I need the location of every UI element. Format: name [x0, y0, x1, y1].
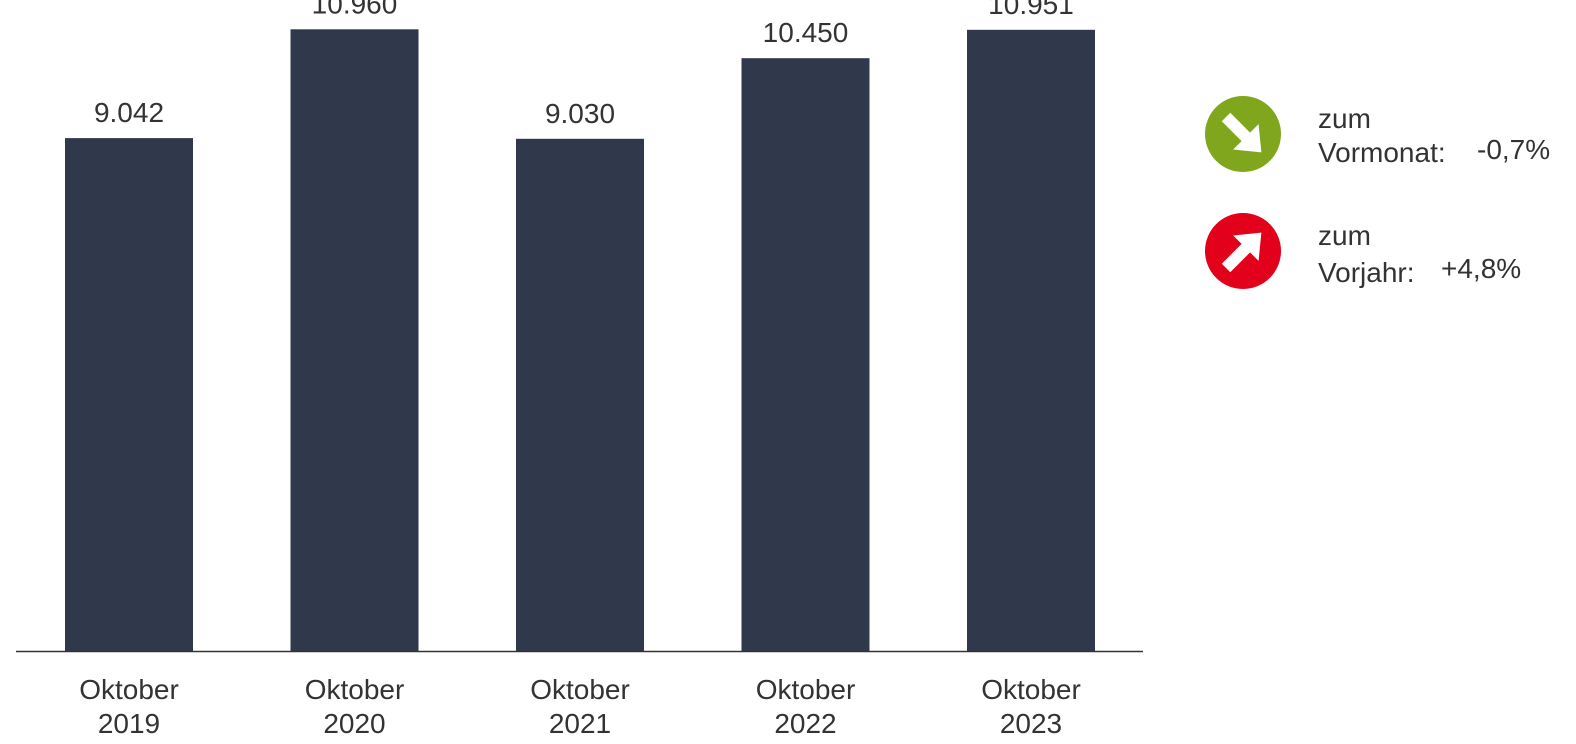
bar [516, 138, 644, 652]
legend-month-value: -0,7% [1477, 134, 1551, 165]
x-tick-label: 2019 [98, 708, 160, 739]
x-tick-label: Oktober [305, 674, 405, 705]
legend-month-label-line1: zum [1318, 103, 1371, 134]
data-label: 9.042 [94, 97, 164, 128]
legend-year-value: +4,8% [1441, 253, 1522, 284]
bar-chart: 9.042Oktober201910.960Oktober20209.030Ok… [16, 0, 1143, 739]
arrow-down-right-icon [1205, 96, 1281, 172]
legend-year-change: zum Vorjahr: +4,8% [1205, 213, 1565, 293]
data-label: 10.951 [988, 0, 1074, 20]
bar [290, 29, 419, 652]
bar [65, 138, 193, 652]
x-tick-label: Oktober [79, 674, 179, 705]
arrow-up-right-icon [1205, 213, 1281, 289]
x-tick-label: 2023 [1000, 708, 1062, 739]
data-label: 9.030 [545, 98, 615, 129]
x-tick-label: 2021 [549, 708, 611, 739]
bar [967, 29, 1095, 652]
legend-year-label-line2: Vorjahr: [1318, 257, 1415, 288]
bar [741, 58, 870, 651]
legend-year-label-line1: zum [1318, 220, 1371, 251]
x-tick-label: Oktober [530, 674, 630, 705]
x-tick-label: 2022 [774, 708, 836, 739]
legend-month-change: zum Vormonat: -0,7% [1205, 96, 1565, 176]
data-label: 10.450 [763, 17, 849, 48]
legend-month-label-line2: Vormonat: [1318, 137, 1446, 168]
x-tick-label: Oktober [981, 674, 1081, 705]
x-tick-label: 2020 [323, 708, 385, 739]
data-label: 10.960 [312, 0, 398, 19]
x-tick-label: Oktober [756, 674, 856, 705]
